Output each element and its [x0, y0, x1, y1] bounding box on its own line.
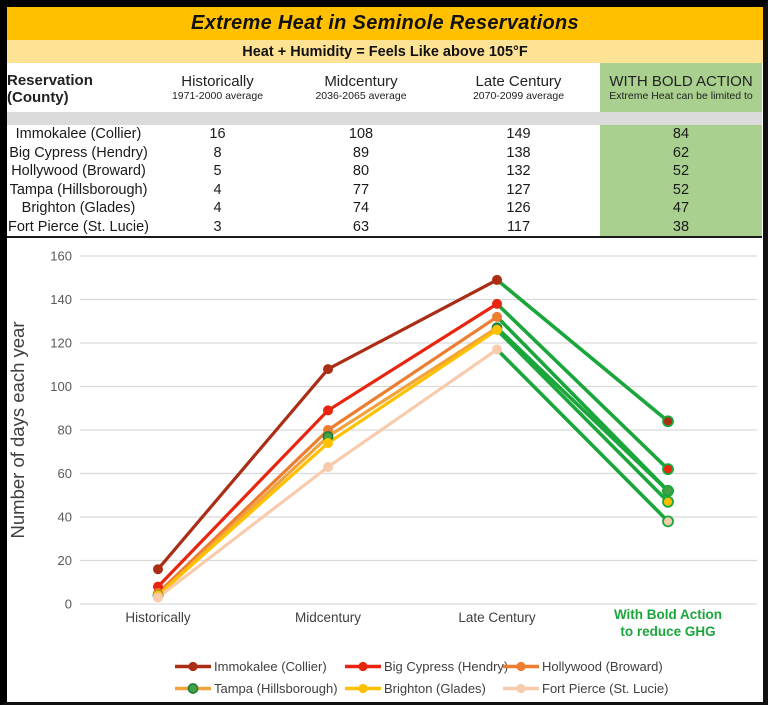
row-value: 77	[352, 181, 370, 198]
row-value: 4	[213, 181, 222, 198]
page-subtitle: Heat + Humidity = Feels Like above 105°F	[242, 43, 528, 60]
legend-label: Hollywood (Broward)	[542, 659, 663, 674]
legend-label: Big Cypress (Hendry)	[384, 659, 509, 674]
svg-text:100: 100	[50, 379, 72, 394]
legend-item: Brighton (Glades)	[345, 681, 503, 696]
header-reservation-county: Reservation (County)	[7, 71, 93, 106]
row-value: 117	[506, 218, 531, 235]
header-with-bold-action: WITH BOLD ACTION Extreme Heat can be lim…	[600, 63, 762, 112]
svg-text:With Bold Action: With Bold Action	[614, 607, 722, 622]
legend-item: Hollywood (Broward)	[503, 659, 685, 674]
legend-item: Big Cypress (Hendry)	[345, 659, 508, 674]
legend-item: Tampa (Hillsborough)	[175, 681, 345, 696]
row-value: 63	[352, 218, 370, 235]
title-bar: Extreme Heat in Seminole Reservations	[7, 7, 763, 40]
row-value: 138	[506, 144, 531, 161]
row-value: 47	[600, 199, 762, 218]
row-value: 5	[213, 163, 222, 180]
row-name: Immokalee (Collier)	[15, 126, 142, 143]
svg-text:to reduce GHG: to reduce GHG	[620, 624, 715, 639]
row-value: 8	[213, 144, 222, 161]
svg-text:Midcentury: Midcentury	[295, 610, 361, 625]
row-value: 62	[600, 143, 762, 162]
heat-chart: 0 20 40 60 80 100 120 140 160 Number of days each…	[7, 238, 763, 656]
svg-text:40: 40	[58, 510, 72, 525]
svg-text:Late Century: Late Century	[458, 610, 536, 625]
svg-text:Historically: Historically	[125, 610, 191, 625]
svg-text:60: 60	[58, 466, 72, 481]
svg-text:0: 0	[65, 597, 72, 612]
row-value: 16	[209, 126, 226, 143]
spacer-row	[7, 112, 762, 125]
row-value: 149	[506, 126, 531, 143]
row-name: Brighton (Glades)	[21, 200, 136, 217]
legend-swatch-icon	[503, 683, 539, 694]
svg-text:Number of days each year: Number of days each year	[7, 322, 28, 539]
legend-swatch-icon	[345, 683, 381, 694]
legend-label: Tampa (Hillsborough)	[214, 681, 338, 696]
table-header-row: Reservation (County) Historically 1971-2…	[7, 63, 762, 112]
svg-text:80: 80	[58, 423, 72, 438]
svg-text:20: 20	[58, 553, 72, 568]
legend-label: Fort Pierce (St. Lucie)	[542, 681, 669, 696]
legend-label: Brighton (Glades)	[384, 681, 486, 696]
chart-legend: Immokalee (Collier) Big Cypress (Hendry) H…	[175, 659, 695, 696]
row-value: 52	[600, 162, 762, 181]
row-value: 74	[352, 200, 370, 217]
row-value: 4	[213, 200, 222, 217]
table-bottom-border	[7, 236, 762, 238]
legend-item: Immokalee (Collier)	[175, 659, 345, 674]
row-value: 132	[506, 163, 531, 180]
page-title: Extreme Heat in Seminole Reservations	[191, 12, 579, 34]
svg-text:120: 120	[50, 336, 72, 351]
legend-swatch-icon	[503, 661, 539, 672]
legend-label: Immokalee (Collier)	[214, 659, 327, 674]
row-name: Big Cypress (Hendry)	[9, 144, 148, 161]
svg-text:160: 160	[50, 249, 72, 264]
header-late-century: Late Century 2070-2099 average	[472, 72, 565, 103]
header-historically: Historically 1971-2000 average	[171, 72, 264, 103]
row-value: 84	[600, 125, 762, 144]
legend-swatch-icon	[175, 683, 211, 694]
legend-swatch-icon	[345, 661, 381, 672]
row-value: 126	[506, 200, 531, 217]
row-value: 38	[600, 217, 762, 236]
svg-text:140: 140	[50, 292, 72, 307]
row-value: 3	[213, 218, 222, 235]
legend-item: Fort Pierce (St. Lucie)	[503, 681, 685, 696]
row-value: 108	[348, 126, 374, 143]
row-name: Tampa (Hillsborough)	[9, 181, 148, 198]
row-value: 89	[352, 144, 370, 161]
row-value: 52	[600, 180, 762, 199]
legend-swatch-icon	[175, 661, 211, 672]
row-name: Fort Pierce (St. Lucie)	[7, 218, 149, 235]
header-midcentury: Midcentury 2036-2065 average	[315, 72, 407, 103]
row-name: Hollywood (Broward)	[11, 163, 146, 180]
row-value: 127	[506, 181, 531, 198]
row-value: 80	[352, 163, 370, 180]
subtitle-bar: Heat + Humidity = Feels Like above 105°F	[7, 40, 763, 63]
